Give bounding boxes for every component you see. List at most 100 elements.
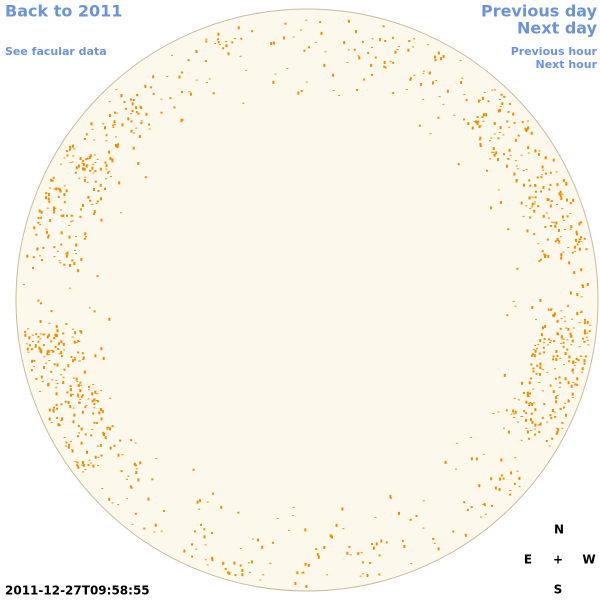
facula [64,400,67,403]
facula [43,356,46,358]
facula [476,116,479,118]
previous-day-link[interactable]: Previous day [481,2,598,21]
facula [109,446,112,450]
facula [562,251,565,253]
facula [33,226,36,230]
facula [97,456,100,458]
facula [86,181,89,183]
facula [63,349,65,351]
facula [573,365,576,367]
facula [117,143,120,147]
facula [533,354,536,358]
facula [299,29,302,31]
facula [227,52,230,56]
facula [524,127,527,131]
facula [539,362,542,366]
facula [361,573,364,575]
facula [72,155,75,157]
facula [498,99,501,100]
facula [457,163,460,166]
facula [96,275,99,278]
facula [516,470,519,472]
facula [545,212,548,214]
facula [166,75,169,77]
facula [111,159,114,163]
facula [544,324,547,328]
facula [482,453,485,455]
facula [76,461,79,464]
facula [363,78,366,81]
facula [422,98,425,100]
facula [73,357,76,359]
facula [541,416,544,419]
facula [104,436,107,440]
facula [82,167,84,171]
facula [463,118,466,121]
facula [137,161,140,165]
facula [93,421,96,424]
facula [565,182,568,185]
facula [112,124,115,127]
facula [88,155,91,159]
facula [541,165,544,169]
facula [47,333,50,337]
facula [133,462,136,466]
facula [33,359,36,362]
facula [558,228,560,232]
facula [31,348,33,351]
facula [93,154,96,156]
facula [586,332,588,334]
facula [396,49,399,51]
facula [560,253,563,257]
facula [347,19,350,23]
facula [77,465,80,469]
facular-data-link[interactable]: See facular data [5,45,107,58]
facula [85,404,88,406]
facula [499,201,502,205]
facula [558,242,561,244]
facula [104,161,107,164]
facula [489,140,492,142]
facula [108,497,111,501]
facula [46,350,49,354]
facula [501,102,504,106]
facula [502,134,505,136]
facula [410,563,413,565]
facula [27,328,30,330]
facula [80,441,83,445]
facula [369,562,372,564]
facula [93,212,95,215]
facula [99,183,102,187]
facula [133,132,135,134]
facula [440,57,442,61]
facula [437,547,440,551]
facula [48,354,51,356]
back-link[interactable]: Back to 2011 [5,2,122,21]
facula [537,344,540,346]
facula [69,162,72,164]
facula [578,240,580,243]
facula [561,193,564,195]
facula [520,439,523,441]
facula [30,369,33,372]
facula [241,573,244,577]
facula [305,81,308,83]
facula [37,217,40,220]
facula [86,450,88,454]
previous-hour-link[interactable]: Previous hour [511,45,598,58]
next-day-link[interactable]: Next day [517,19,598,38]
facula [534,190,537,193]
facula [239,564,242,567]
facula [93,403,96,406]
next-hour-link[interactable]: Next hour [536,58,598,71]
facula [456,442,459,444]
facula [63,368,66,371]
facula [53,337,56,340]
facula [412,46,415,48]
facula [531,420,534,424]
facula [35,333,38,336]
facula [384,66,387,69]
facula [398,511,400,515]
facula [109,427,111,431]
facula [493,153,496,157]
